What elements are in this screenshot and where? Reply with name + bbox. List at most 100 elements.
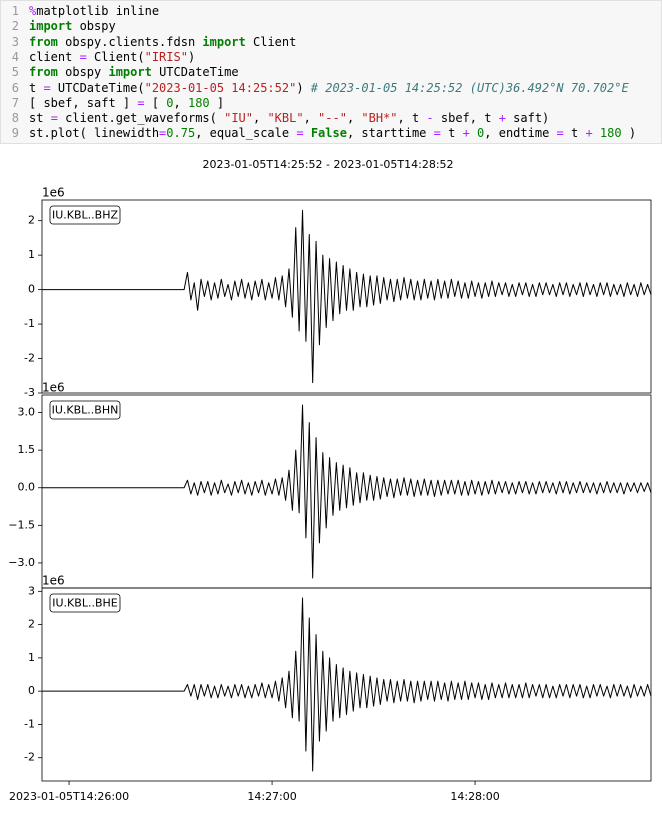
code-token: UTCDateTime( [50, 80, 145, 95]
code-token: t [29, 80, 44, 95]
code-token: Client( [86, 49, 145, 64]
code-token: + [462, 126, 470, 141]
trace-label: IU.KBL..BHE [52, 597, 117, 610]
plot-frame [41, 199, 652, 394]
y-tick-label: -3 [24, 386, 35, 399]
plot-frame [41, 587, 652, 782]
line-number: 1 [11, 4, 19, 18]
code-token: t [563, 126, 586, 141]
code-token: client.get_waveforms( [57, 111, 225, 126]
y-tick-label: 0.0 [18, 481, 36, 494]
code-line: from obspy import UTCDateTime [29, 65, 239, 79]
figure-title: 2023-01-05T14:25:52 - 2023-01-05T14:28:5… [202, 158, 453, 171]
code-token: = [296, 126, 304, 141]
code-token: ] [209, 95, 225, 110]
code-token: UTCDateTime [151, 65, 239, 80]
code-token: "BH*" [361, 111, 398, 126]
code-token: import [202, 34, 246, 49]
code-token: False [310, 126, 347, 141]
code-token: = [556, 126, 564, 141]
y-tick-label: −3.0 [8, 556, 35, 569]
code-token: , equal_scale [195, 126, 297, 141]
code-cell: 1 %matplotlib inline 2 import obspy 3 from ob… [0, 0, 662, 144]
code-token: "IRIS" [144, 49, 188, 64]
code-token: matplotlib inline [36, 4, 160, 18]
code-line: %matplotlib inline [29, 4, 159, 18]
code-token: 0 [166, 95, 174, 110]
waveform [42, 404, 652, 579]
code-token: sbef, t [433, 111, 499, 126]
code-token: ) [187, 49, 196, 64]
code-token: % [29, 4, 37, 18]
y-tick-label: -1 [24, 317, 35, 330]
plot-frame [41, 394, 652, 589]
y-tick-label: -1 [24, 717, 35, 730]
code-token: = [50, 111, 58, 126]
trace-label: IU.KBL..BHZ [52, 209, 118, 222]
code-token: from [29, 65, 58, 80]
code-line: from obspy.clients.fdsn import Client [29, 35, 296, 49]
code-token: "IU" [224, 111, 253, 126]
code-token: ) [621, 126, 637, 141]
line-number: 2 [11, 19, 19, 34]
code-token: , [173, 95, 188, 110]
trace-label: IU.KBL..BHN [52, 404, 119, 417]
line-number: 4 [11, 49, 19, 64]
y-tick-label: 2 [28, 618, 35, 631]
code-token: , t [397, 111, 427, 126]
y-tick-label: -2 [24, 751, 35, 764]
code-token: t [440, 126, 463, 141]
trace-label-box [49, 205, 121, 225]
code-token: , [303, 111, 319, 126]
code-token: , [253, 111, 268, 126]
code-line: import obspy [29, 19, 116, 33]
code-token: = [159, 126, 167, 141]
line-number: 5 [11, 65, 19, 80]
y-tick-label: 0 [28, 283, 35, 296]
code-token: "--" [318, 111, 347, 126]
code-token: obspy [57, 65, 109, 80]
code-line: client = Client("IRIS") [29, 50, 195, 64]
y-tick-label: -2 [24, 352, 35, 365]
code-line: st.plot( linewidth=0.75, equal_scale = F… [29, 126, 636, 140]
code-token: [ sbef, saft ] [29, 95, 138, 110]
offset-label: 1e6 [42, 381, 65, 395]
code-token: import [108, 65, 152, 80]
offset-label: 1e6 [42, 574, 65, 588]
code-token: client [29, 49, 80, 64]
line-number: 3 [11, 34, 19, 49]
code-token: st [29, 111, 51, 126]
trace-label-box [49, 400, 121, 420]
offset-label: 1e6 [42, 186, 65, 200]
waveform [42, 209, 652, 384]
y-tick-label: 0 [28, 684, 35, 697]
code-line: [ sbef, saft ] = [ 0, 180 ] [29, 96, 224, 110]
line-number: 6 [11, 80, 19, 95]
y-tick-label: 3 [28, 584, 35, 597]
code-token: 180 [599, 126, 622, 141]
code-line: t = UTCDateTime("2023-01-05 14:25:52") #… [29, 81, 629, 95]
code-token: , [346, 111, 362, 126]
trace-label-box [49, 593, 121, 613]
code-token: obspy [72, 19, 116, 34]
y-tick-label: 3.0 [18, 406, 36, 419]
y-tick-label: −1.5 [8, 518, 35, 531]
y-tick-label: 2 [28, 214, 35, 227]
code-token: Client [245, 34, 297, 49]
code-token: 0.75 [166, 126, 196, 141]
code-token: ) [296, 80, 311, 95]
code-token: = [79, 49, 87, 64]
code-token: = [43, 80, 51, 95]
y-tick-label: 1.5 [18, 443, 36, 456]
line-number: 7 [11, 95, 19, 110]
x-tick-label: 2023-01-05T14:26:00 [9, 790, 129, 803]
y-tick-label: 1 [28, 248, 35, 261]
code-token: # 2023-01-05 14:25:52 (UTC)36.492°N 70.7… [310, 80, 629, 95]
code-token: + [585, 126, 593, 141]
code-token: = [137, 95, 145, 110]
code-token: saft) [505, 111, 550, 126]
waveform [42, 597, 652, 772]
code-token: from [29, 34, 58, 49]
